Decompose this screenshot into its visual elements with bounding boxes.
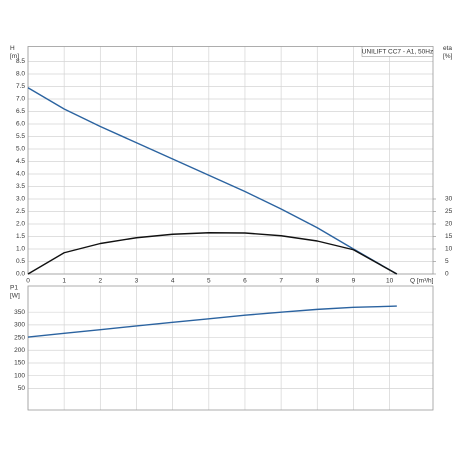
y-tick-label: 150 xyxy=(14,360,25,367)
x-tick-label: 7 xyxy=(279,278,283,285)
y2-axis-label: eta xyxy=(443,45,452,52)
y-tick-label: 1.0 xyxy=(16,246,25,253)
x-tick-label: 9 xyxy=(352,278,356,285)
x-tick-label: 3 xyxy=(135,278,139,285)
plot-frame xyxy=(27,46,434,275)
x-tick-label: 6 xyxy=(243,278,247,285)
curve-H xyxy=(27,87,398,275)
x-axis-label: Q [m³/h] xyxy=(410,278,434,285)
y2-tick-label: 25 xyxy=(445,208,453,215)
y-tick-label: 5.0 xyxy=(16,146,25,153)
y-tick-label: 100 xyxy=(14,372,25,379)
y-tick-label: 7.5 xyxy=(16,83,25,90)
y-tick-label: 0.5 xyxy=(16,258,25,265)
y-tick-label: 2.0 xyxy=(16,221,25,228)
plot-frame xyxy=(27,285,434,411)
x-tick-label: 2 xyxy=(99,278,103,285)
x-tick-label: 8 xyxy=(315,278,319,285)
y-tick-label: 7.0 xyxy=(16,96,25,103)
y-tick-label: 8.5 xyxy=(16,58,25,65)
y2-tick-label: 20 xyxy=(445,221,453,228)
y2-tick-label: 0 xyxy=(445,271,449,278)
y-tick-label: 1.5 xyxy=(16,233,25,240)
y-tick-label: 4.0 xyxy=(16,171,25,178)
x-tick-label: 5 xyxy=(207,278,211,285)
y-tick-label: 300 xyxy=(14,322,25,329)
x-tick-label: 10 xyxy=(386,278,394,285)
y-tick-label: 6.5 xyxy=(16,108,25,115)
y-tick-label: 350 xyxy=(14,309,25,316)
x-tick-label: 4 xyxy=(171,278,175,285)
y-tick-label: 8.0 xyxy=(16,71,25,78)
y-axis-unit: [m] xyxy=(10,53,19,60)
x-tick-label: 1 xyxy=(62,278,66,285)
y2-axis-unit: [%] xyxy=(443,53,453,60)
y-tick-label: 200 xyxy=(14,347,25,354)
x-tick-label: 0 xyxy=(26,278,30,285)
y2-tick-label: 5 xyxy=(445,258,449,265)
y-tick-label: 0.0 xyxy=(16,271,25,278)
curve-P1 xyxy=(27,305,397,338)
y-tick-label: 250 xyxy=(14,334,25,341)
y-tick-label: 3.5 xyxy=(16,183,25,190)
y-tick-label: 50 xyxy=(18,385,26,392)
y2-tick-label: 15 xyxy=(445,233,453,240)
y-tick-label: 4.5 xyxy=(16,158,25,165)
y-tick-label: 6.0 xyxy=(16,121,25,128)
y2-tick-label: 10 xyxy=(445,246,453,253)
title-box xyxy=(361,46,434,57)
y-axis-label: H xyxy=(10,45,15,52)
chart-title: UNILIFT CC7 - A1, 50Hz xyxy=(362,49,433,56)
curve-eta xyxy=(27,232,398,275)
y-tick-label: 2.5 xyxy=(16,208,25,215)
y-axis-label: P1 xyxy=(10,285,18,292)
y-axis-unit: [W] xyxy=(10,293,20,300)
y-tick-label: 5.5 xyxy=(16,133,25,140)
y2-tick-label: 30 xyxy=(445,196,453,203)
y-tick-label: 3.0 xyxy=(16,196,25,203)
